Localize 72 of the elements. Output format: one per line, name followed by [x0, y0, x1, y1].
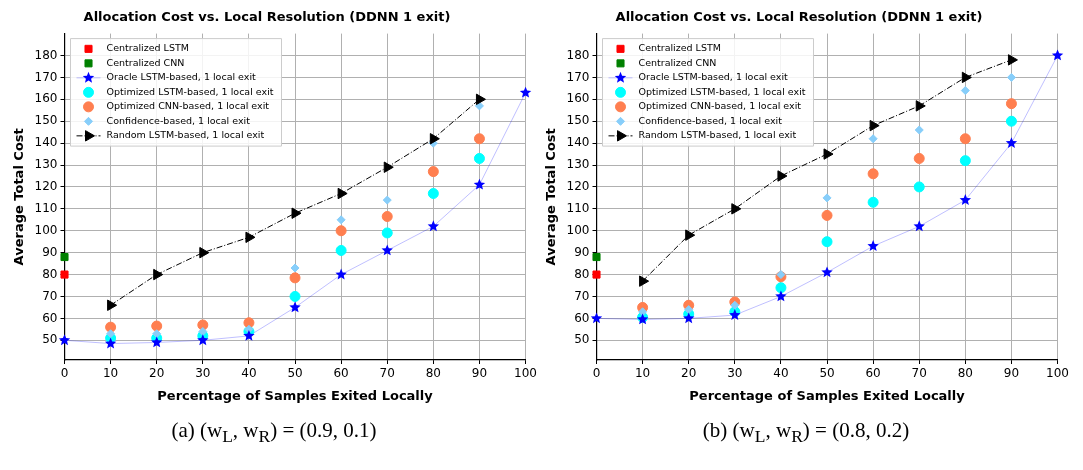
- x-tick-label: 90: [471, 366, 488, 381]
- y-tick-label: 130: [34, 157, 58, 172]
- legend-label: Oracle LSTM-based, 1 local exit: [638, 71, 789, 83]
- x-tick-label: 20: [149, 366, 165, 381]
- y-axis-title: Average Total Cost: [543, 128, 559, 266]
- x-tick-label: 10: [634, 366, 651, 381]
- x-tick-label: 20: [681, 366, 697, 381]
- y-tick-label: 120: [566, 179, 590, 194]
- y-tick-label: 180: [566, 47, 590, 62]
- y-tick-label: 160: [566, 91, 590, 106]
- chart-title: Allocation Cost vs. Local Resolution (DDNN 1 exit): [83, 9, 451, 25]
- legend-label: Optimized CNN-based, 1 local exit: [638, 100, 802, 112]
- x-tick-label: 50: [287, 366, 303, 381]
- legend-label: Random LSTM-based, 1 local exit: [106, 129, 265, 141]
- y-tick-label: 90: [42, 244, 58, 259]
- x-tick-label: 0: [60, 366, 69, 381]
- text: (a) (w$_{L}$, w$_{R}$) = (0.9, 0.1): [170, 418, 378, 448]
- x-tick-label: 100: [514, 366, 537, 381]
- y-tick-label: 90: [574, 244, 590, 259]
- legend-label: Optimized CNN-based, 1 local exit: [106, 100, 270, 112]
- x-tick-label: 30: [727, 366, 743, 381]
- y-tick-label: 120: [34, 179, 58, 194]
- y-tick-label: 70: [42, 288, 58, 303]
- y-tick-label: 140: [34, 135, 58, 150]
- legend-label: Centralized LSTM: [106, 42, 189, 54]
- legend-label: Optimized LSTM-based, 1 local exit: [106, 85, 274, 97]
- x-tick-label: 80: [957, 366, 973, 381]
- x-tick-label: 40: [773, 366, 789, 381]
- y-tick-label: 100: [34, 222, 58, 237]
- y-tick-label: 60: [42, 310, 58, 325]
- x-axis-title: Percentage of Samples Exited Locally: [157, 387, 434, 403]
- x-tick-label: 100: [1046, 366, 1069, 381]
- x-tick-label: 90: [1003, 366, 1020, 381]
- legend-label: Confidence-based, 1 local exit: [638, 114, 783, 126]
- legend-label: Oracle LSTM-based, 1 local exit: [106, 71, 257, 83]
- y-tick-label: 50: [574, 332, 590, 347]
- legend-label: Centralized LSTM: [638, 42, 721, 54]
- x-tick-label: 50: [819, 366, 835, 381]
- y-tick-label: 50: [42, 332, 58, 347]
- x-axis-title: Percentage of Samples Exited Locally: [689, 387, 966, 403]
- y-tick-label: 70: [574, 288, 590, 303]
- x-tick-label: 70: [379, 366, 395, 381]
- legend-label: Centralized CNN: [106, 56, 185, 68]
- y-tick-label: 60: [574, 310, 590, 325]
- legend-label: Optimized LSTM-based, 1 local exit: [638, 85, 806, 97]
- legend-label: Confidence-based, 1 local exit: [106, 114, 251, 126]
- x-tick-label: 60: [865, 366, 881, 381]
- x-tick-label: 60: [333, 366, 349, 381]
- y-tick-label: 80: [574, 266, 590, 281]
- x-tick-label: 10: [102, 366, 119, 381]
- y-tick-label: 170: [34, 69, 58, 84]
- x-tick-label: 0: [592, 366, 601, 381]
- y-tick-label: 160: [34, 91, 58, 106]
- x-tick-label: 30: [195, 366, 211, 381]
- y-tick-label: 80: [42, 266, 58, 281]
- y-tick-label: 170: [566, 69, 590, 84]
- y-tick-label: 110: [34, 200, 58, 215]
- y-tick-label: 150: [566, 113, 590, 128]
- y-tick-label: 180: [34, 47, 58, 62]
- legend-label: Centralized CNN: [638, 56, 717, 68]
- y-tick-label: 150: [34, 113, 58, 128]
- x-tick-label: 40: [241, 366, 257, 381]
- y-tick-label: 140: [566, 135, 590, 150]
- chart-title: Allocation Cost vs. Local Resolution (DDNN 1 exit): [615, 9, 983, 25]
- y-tick-label: 130: [566, 157, 590, 172]
- y-tick-label: 110: [566, 200, 590, 215]
- x-tick-label: 80: [425, 366, 441, 381]
- legend-label: Random LSTM-based, 1 local exit: [638, 129, 797, 141]
- y-tick-label: 100: [566, 222, 590, 237]
- x-tick-label: 70: [911, 366, 927, 381]
- y-axis-title: Average Total Cost: [11, 128, 27, 266]
- text: (b) (w$_{L}$, w$_{R}$) = (0.8, 0.2): [701, 418, 911, 448]
